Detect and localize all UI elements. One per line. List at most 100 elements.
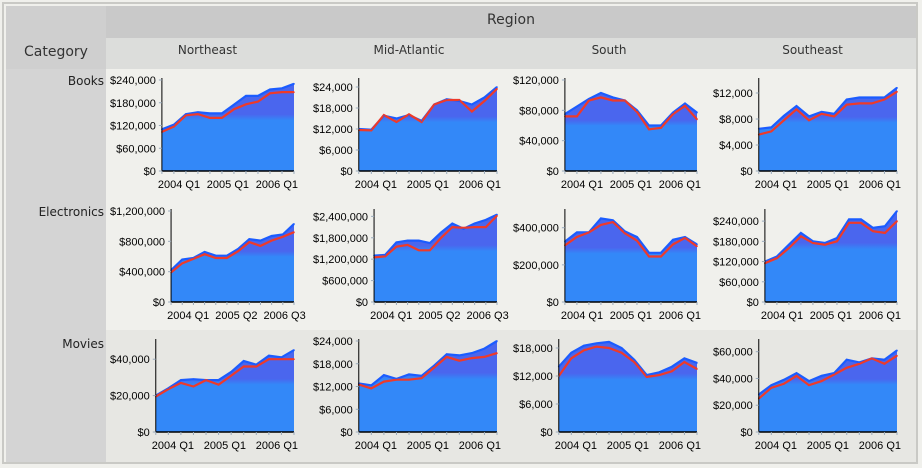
point-series-2	[282, 235, 284, 238]
point-series-1	[871, 96, 873, 99]
y-tick-label: $400,000	[119, 267, 165, 279]
point-series-2	[496, 87, 498, 90]
point-series-1	[636, 109, 638, 112]
point-series-1	[848, 218, 850, 221]
y-tick-label: $0	[341, 166, 353, 178]
area-series-1	[564, 92, 697, 171]
area-series-1	[758, 350, 897, 432]
point-series-1	[600, 92, 602, 94]
point-series-2	[429, 249, 431, 252]
point-series-1	[896, 349, 898, 352]
point-series-2	[576, 236, 578, 238]
point-series-2	[384, 255, 387, 258]
y-tick-label: $2,400,000	[313, 211, 368, 223]
point-series-1	[808, 380, 810, 382]
region-header: Region	[106, 6, 916, 38]
point-series-2	[255, 365, 258, 368]
point-series-1	[269, 88, 271, 91]
point-series-1	[800, 232, 802, 234]
y-tick-label: $0	[138, 427, 150, 439]
column-southeast: Southeast	[782, 43, 843, 57]
area-series-1-edge	[155, 349, 295, 397]
point-series-2	[696, 245, 698, 248]
point-series-2	[433, 366, 435, 369]
x-tick-label: 2005 Q1	[407, 440, 449, 452]
point-series-1	[226, 254, 228, 257]
point-series-1	[672, 238, 674, 241]
point-series-1	[808, 115, 810, 118]
area-series-1-edge	[374, 213, 498, 257]
x-tick-label: 2006 Q1	[859, 440, 901, 452]
y-tick-label: $120,000	[513, 75, 559, 87]
point-series-1	[181, 258, 184, 261]
y-tick-label: $0	[741, 166, 753, 178]
point-series-2	[600, 96, 602, 99]
point-series-1	[824, 242, 826, 244]
point-series-1	[583, 344, 585, 347]
y-tick-label: $24,000	[313, 82, 353, 94]
point-series-1	[684, 102, 686, 105]
line-series-2	[564, 96, 698, 131]
x-tick-label: 2005 Q1	[810, 310, 852, 322]
point-series-2	[173, 125, 175, 128]
area-series-1-edge	[358, 340, 498, 387]
x-tick-label: 2005 Q2	[418, 310, 460, 322]
point-series-2	[636, 239, 638, 242]
point-series-2	[845, 103, 848, 106]
point-series-2	[237, 250, 239, 252]
point-series-2	[570, 357, 573, 360]
point-series-1	[570, 351, 573, 354]
point-series-2	[684, 104, 686, 107]
point-series-1	[214, 254, 217, 257]
line-series-2	[758, 354, 898, 400]
area-series-1	[764, 211, 897, 302]
area-series-1	[358, 87, 497, 171]
y-tick-label: $18,000	[313, 103, 353, 115]
point-series-1	[636, 236, 638, 238]
point-series-2	[420, 121, 423, 123]
point-series-1	[293, 223, 295, 225]
point-series-2	[408, 113, 410, 116]
point-series-2	[181, 262, 184, 265]
chart-electronics-mid-atlantic: $0 $600,000 $1,200,000 $1,800,000 $2,400,000…	[313, 209, 509, 322]
point-series-2	[408, 378, 410, 381]
x-tick-label: 2005 Q1	[807, 440, 849, 452]
point-series-1	[496, 340, 498, 342]
point-series-1	[406, 239, 409, 242]
point-series-2	[896, 90, 898, 93]
point-series-1	[595, 342, 598, 345]
y-tick-label: $60,000	[719, 277, 759, 289]
point-series-2	[293, 91, 295, 93]
y-tick-label: $180,000	[713, 236, 759, 248]
area-series-1	[564, 218, 697, 302]
point-series-2	[242, 365, 245, 368]
point-series-1	[795, 105, 798, 107]
y-tick-label: $0	[547, 166, 559, 178]
point-series-1	[770, 126, 773, 129]
y-tick-label: $1,200,000	[110, 206, 165, 218]
point-series-1	[833, 113, 835, 115]
point-series-2	[684, 237, 686, 239]
point-series-1	[812, 240, 814, 243]
point-series-2	[624, 99, 626, 102]
point-series-1	[420, 375, 423, 377]
point-series-2	[417, 249, 420, 252]
y-tick-label: $800,000	[119, 236, 165, 248]
y-tick-label: $240,000	[713, 216, 759, 228]
point-series-2	[624, 232, 626, 235]
chart-electronics-northeast: $0 $400,000 $800,000 $1,200,000 2004 Q1 2005 …	[110, 206, 306, 322]
point-series-2	[858, 102, 861, 105]
point-series-2	[872, 230, 874, 233]
point-series-2	[783, 383, 785, 385]
point-series-2	[871, 357, 873, 360]
y-tick-label: $60,000	[713, 347, 753, 359]
point-series-1	[588, 98, 590, 100]
y-tick-label: $600,000	[322, 276, 368, 288]
x-tick-label: 2004 Q1	[370, 310, 412, 322]
y-tick-label: $8,000	[719, 114, 753, 126]
point-series-2	[406, 244, 409, 246]
point-series-1	[280, 356, 283, 359]
line-series-2	[358, 352, 498, 390]
point-series-1	[248, 238, 251, 240]
x-tick-label: 2004 Q1	[761, 310, 803, 322]
